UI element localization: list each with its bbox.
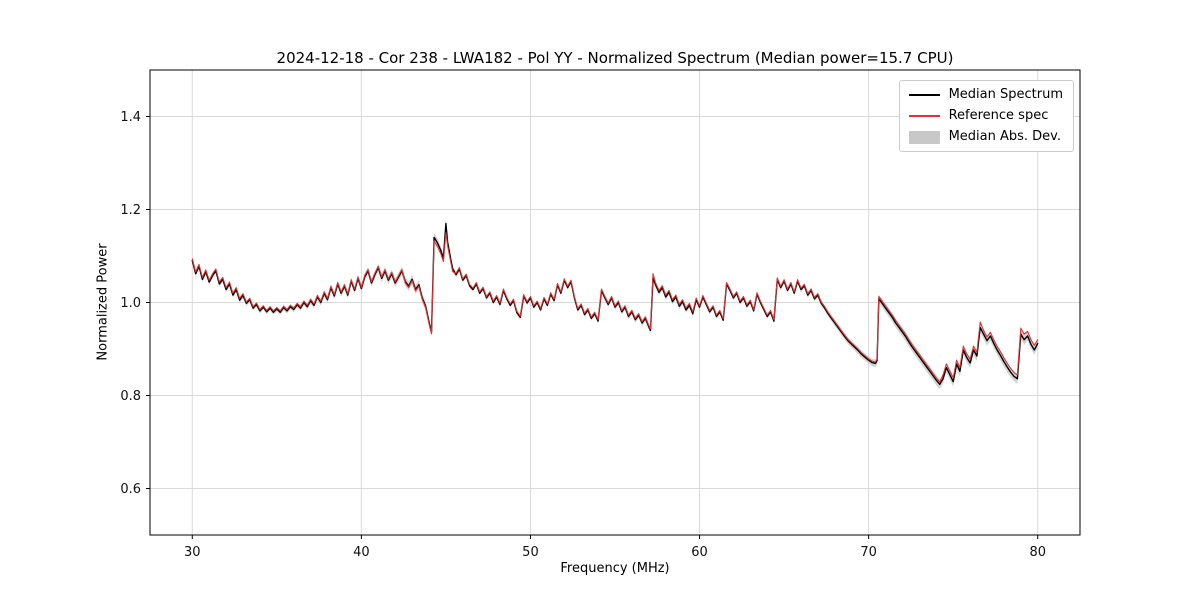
legend-item-reference-spec: Reference spec	[908, 108, 1063, 124]
y-tick-label: 1.4	[120, 110, 141, 125]
y-tick-label: 0.6	[120, 482, 141, 497]
y-tick-label: 0.8	[120, 389, 141, 404]
x-tick-label: 70	[860, 545, 877, 560]
series-line-1	[191, 232, 1039, 383]
series-line-0	[191, 222, 1039, 385]
x-tick-label: 30	[184, 545, 201, 560]
x-tick-label: 80	[1029, 545, 1046, 560]
reference-spec-line-icon	[908, 115, 940, 117]
legend-label-reference-spec: Reference spec	[948, 108, 1049, 123]
legend-label-median-spectrum: Median Spectrum	[948, 87, 1063, 102]
legend-item-median-spectrum: Median Spectrum	[908, 87, 1063, 103]
median-spectrum-line-icon	[908, 94, 940, 96]
median-abs-dev-patch-icon	[908, 130, 940, 144]
y-tick-label: 1.0	[120, 296, 141, 311]
x-axis-label: Frequency (MHz)	[560, 561, 670, 576]
legend-label-median-abs-dev: Median Abs. Dev.	[948, 129, 1062, 144]
x-tick-label: 60	[691, 545, 708, 560]
x-tick-label: 50	[522, 545, 539, 560]
chart-title: 2024-12-18 - Cor 238 - LWA182 - Pol YY -…	[276, 49, 954, 67]
legend: Median Spectrum Reference spec Median Ab…	[898, 80, 1074, 152]
legend-item-median-abs-dev: Median Abs. Dev.	[908, 129, 1063, 145]
y-tick-label: 1.2	[120, 203, 141, 218]
x-tick-label: 40	[353, 545, 370, 560]
y-axis-label: Normalized Power	[95, 243, 111, 361]
